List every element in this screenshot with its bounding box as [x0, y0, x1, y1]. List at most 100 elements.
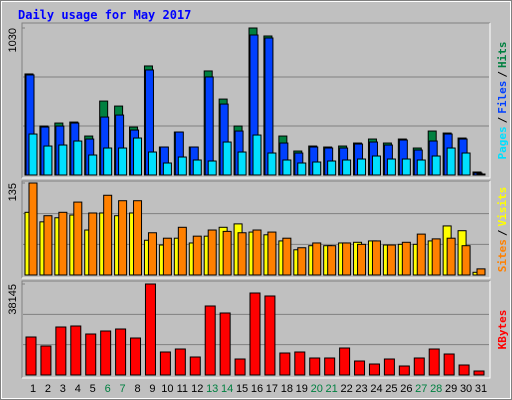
bar — [357, 243, 367, 276]
bar — [144, 283, 156, 376]
bar — [204, 305, 216, 376]
bar — [177, 156, 187, 176]
bar — [443, 353, 455, 376]
bar — [73, 140, 83, 176]
x-tick-label: 3 — [60, 383, 66, 395]
x-tick-label: 13 — [206, 383, 218, 395]
bar — [446, 147, 456, 176]
bar — [88, 154, 98, 176]
bar — [207, 160, 217, 176]
x-tick-label: 25 — [385, 383, 397, 395]
bar — [70, 325, 82, 376]
bar — [371, 155, 381, 176]
bar — [162, 162, 172, 176]
bar — [354, 360, 366, 376]
x-tick-label: 7 — [120, 383, 126, 395]
bar — [413, 357, 425, 376]
panel-shadow — [21, 22, 490, 178]
bar — [476, 268, 486, 276]
x-tick-label: 11 — [177, 383, 188, 395]
bar — [252, 229, 262, 276]
y-tick-label: 38145 — [7, 284, 19, 315]
bar — [58, 211, 68, 276]
legend-entry: Files — [496, 81, 509, 114]
legend-separator: / — [496, 229, 509, 236]
bar — [133, 137, 143, 176]
bar — [398, 365, 410, 376]
bar — [267, 231, 277, 276]
bar — [461, 152, 471, 176]
bar — [222, 141, 232, 176]
legend-entry: Visits — [496, 187, 509, 227]
bar — [386, 158, 396, 176]
bar — [401, 241, 411, 276]
bar — [162, 237, 172, 276]
bar — [192, 159, 202, 176]
legend-entry: KBytes — [496, 310, 509, 350]
x-tick-label: 2 — [45, 383, 51, 395]
bar — [476, 173, 486, 176]
bar — [282, 159, 292, 176]
bar — [386, 244, 396, 276]
x-tick-label: 20 — [311, 383, 323, 395]
bar — [28, 182, 38, 276]
x-tick-label: 28 — [430, 383, 442, 395]
bar — [174, 348, 186, 376]
bar — [237, 151, 247, 176]
x-tick-label: 22 — [340, 383, 352, 395]
bar — [189, 356, 201, 376]
bar — [282, 237, 292, 276]
bar — [43, 145, 53, 176]
bar — [294, 351, 306, 376]
bar — [159, 351, 171, 376]
x-tick-label: 4 — [75, 383, 81, 395]
bar — [431, 155, 441, 176]
bar — [192, 235, 202, 276]
bar — [237, 232, 247, 276]
bar — [25, 336, 37, 376]
x-tick-label: 24 — [370, 383, 382, 395]
x-tick-label: 8 — [134, 383, 140, 395]
bar — [40, 345, 52, 376]
bar — [312, 242, 322, 276]
y-tick-label: 1030 — [7, 28, 19, 52]
bar — [297, 162, 307, 176]
legend-entry: Pages — [496, 126, 509, 159]
bar — [133, 200, 143, 276]
bar — [73, 201, 83, 276]
legend-separator: / — [496, 71, 509, 78]
bar — [264, 295, 276, 376]
bar — [267, 152, 277, 176]
chart-title: Daily usage for May 2017 — [18, 8, 191, 22]
panel-highlight — [22, 281, 491, 379]
x-tick-label: 18 — [281, 383, 293, 395]
x-tick-label: 1 — [30, 383, 36, 395]
bar — [28, 133, 38, 176]
panel-highlight — [22, 181, 491, 279]
bar — [342, 242, 352, 276]
bar — [249, 292, 261, 376]
bar — [458, 364, 470, 376]
x-tick-label: 30 — [460, 383, 472, 395]
bar — [234, 358, 246, 376]
legend-entry: Sites — [496, 239, 509, 272]
x-tick-label: 17 — [266, 383, 278, 395]
bar — [357, 158, 367, 176]
x-tick-label: 16 — [251, 383, 263, 395]
bar — [431, 238, 441, 276]
bar — [461, 245, 471, 276]
bar — [416, 159, 426, 176]
bar — [118, 147, 128, 176]
bar — [118, 200, 128, 276]
bar — [85, 333, 97, 376]
bar — [222, 230, 232, 276]
x-tick-label: 6 — [105, 383, 111, 395]
panel-highlight — [22, 23, 491, 179]
bar — [297, 247, 307, 276]
x-tick-label: 14 — [221, 383, 233, 395]
x-tick-label: 10 — [161, 383, 173, 395]
bar — [207, 229, 217, 276]
x-tick-label: 21 — [326, 383, 338, 395]
bar — [100, 330, 112, 376]
